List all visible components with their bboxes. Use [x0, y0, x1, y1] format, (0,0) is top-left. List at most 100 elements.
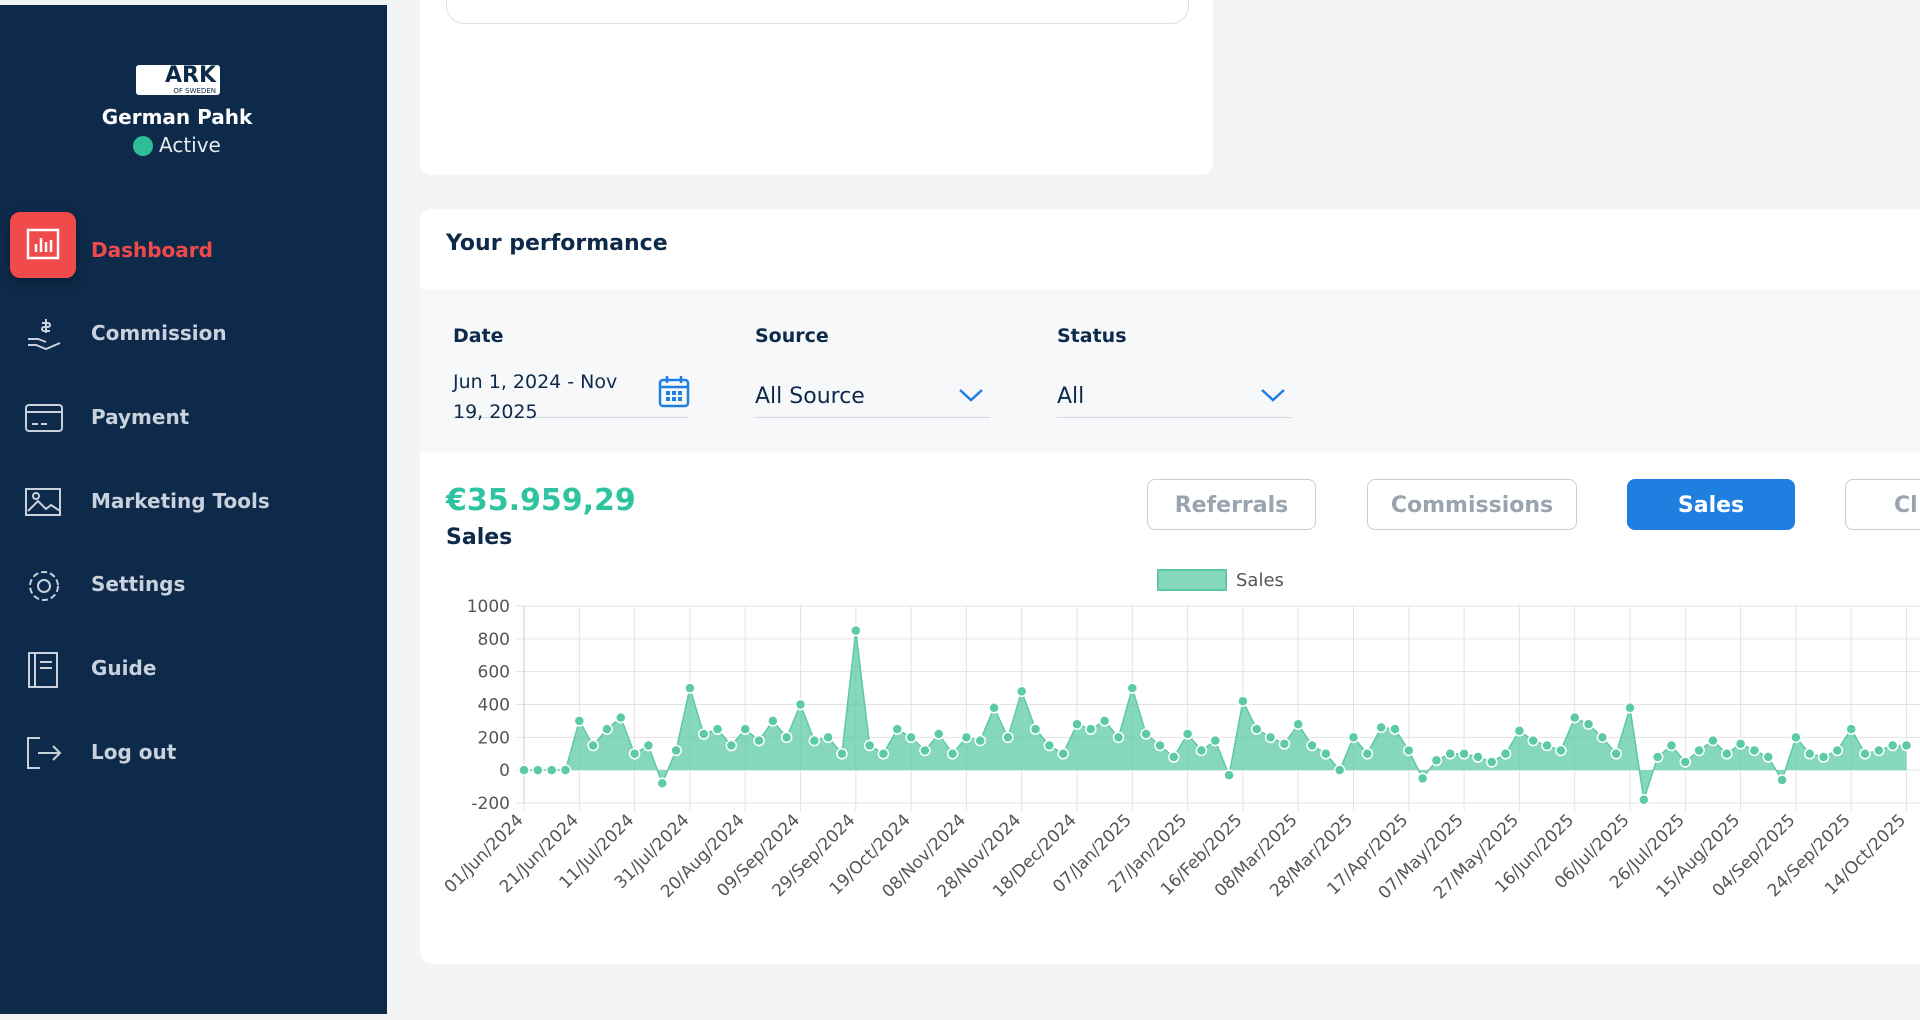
point [754, 736, 764, 746]
point [1183, 729, 1193, 739]
point [989, 703, 999, 713]
point [1708, 736, 1718, 746]
point [1874, 745, 1884, 755]
point [1666, 741, 1676, 751]
point [1777, 775, 1787, 785]
point [1611, 749, 1621, 759]
point [1584, 719, 1594, 729]
line [524, 631, 1907, 800]
point [1321, 749, 1331, 759]
point [1031, 724, 1041, 734]
point [671, 745, 681, 755]
point [602, 724, 612, 734]
point [1597, 732, 1607, 742]
point [1044, 741, 1054, 751]
point [1003, 732, 1013, 742]
point [1390, 724, 1400, 734]
point [1639, 795, 1649, 805]
point [1514, 726, 1524, 736]
point [1846, 724, 1856, 734]
point [1570, 713, 1580, 723]
point [823, 732, 833, 742]
legend-swatch [1158, 570, 1226, 590]
point [1791, 732, 1801, 742]
point [1445, 749, 1455, 759]
point [1832, 745, 1842, 755]
point [657, 778, 667, 788]
point [934, 729, 944, 739]
point [1252, 724, 1262, 734]
y-tick-label: 0 [499, 761, 510, 781]
point [1349, 732, 1359, 742]
point [1805, 749, 1815, 759]
point [961, 732, 971, 742]
point [1459, 749, 1469, 759]
point [1902, 741, 1912, 751]
point [1196, 745, 1206, 755]
point [920, 745, 930, 755]
point [768, 716, 778, 726]
point [574, 716, 584, 726]
point [1404, 745, 1414, 755]
point [892, 724, 902, 734]
area [524, 631, 1907, 800]
point [1556, 745, 1566, 755]
point [948, 749, 958, 759]
point [1680, 757, 1690, 767]
point [1072, 719, 1082, 729]
point [1335, 765, 1345, 775]
point [1376, 722, 1386, 732]
point [560, 765, 570, 775]
point [1431, 755, 1441, 765]
point [1307, 741, 1317, 751]
point [878, 749, 888, 759]
point [851, 626, 861, 636]
point [713, 724, 723, 734]
point [1653, 752, 1663, 762]
legend-label: Sales [1236, 570, 1284, 591]
point [1888, 741, 1898, 751]
point [1722, 749, 1732, 759]
point [630, 749, 640, 759]
point [643, 741, 653, 751]
point [1169, 752, 1179, 762]
point [1418, 773, 1428, 783]
y-tick-label: 400 [478, 696, 510, 716]
point [1763, 752, 1773, 762]
point [1100, 716, 1110, 726]
point [685, 683, 695, 693]
point [519, 765, 529, 775]
point [1127, 683, 1137, 693]
point [796, 700, 806, 710]
point [547, 765, 557, 775]
point [588, 741, 598, 751]
y-tick-label: 1000 [467, 597, 510, 617]
point [1210, 736, 1220, 746]
point [533, 765, 543, 775]
point [1113, 732, 1123, 742]
point [1279, 739, 1289, 749]
point [1819, 752, 1829, 762]
point [1266, 732, 1276, 742]
point [809, 736, 819, 746]
point [699, 729, 709, 739]
point [1362, 749, 1372, 759]
point [1860, 749, 1870, 759]
point [1141, 729, 1151, 739]
point [1528, 736, 1538, 746]
point [1293, 719, 1303, 729]
y-tick-label: -200 [471, 794, 510, 814]
point [1058, 749, 1068, 759]
point [1017, 686, 1027, 696]
point [740, 724, 750, 734]
y-tick-label: 200 [478, 728, 510, 748]
point [1694, 745, 1704, 755]
point [1749, 745, 1759, 755]
point [865, 741, 875, 751]
point [1473, 752, 1483, 762]
y-tick-label: 600 [478, 663, 510, 683]
y-tick-label: 800 [478, 630, 510, 650]
point [1625, 703, 1635, 713]
